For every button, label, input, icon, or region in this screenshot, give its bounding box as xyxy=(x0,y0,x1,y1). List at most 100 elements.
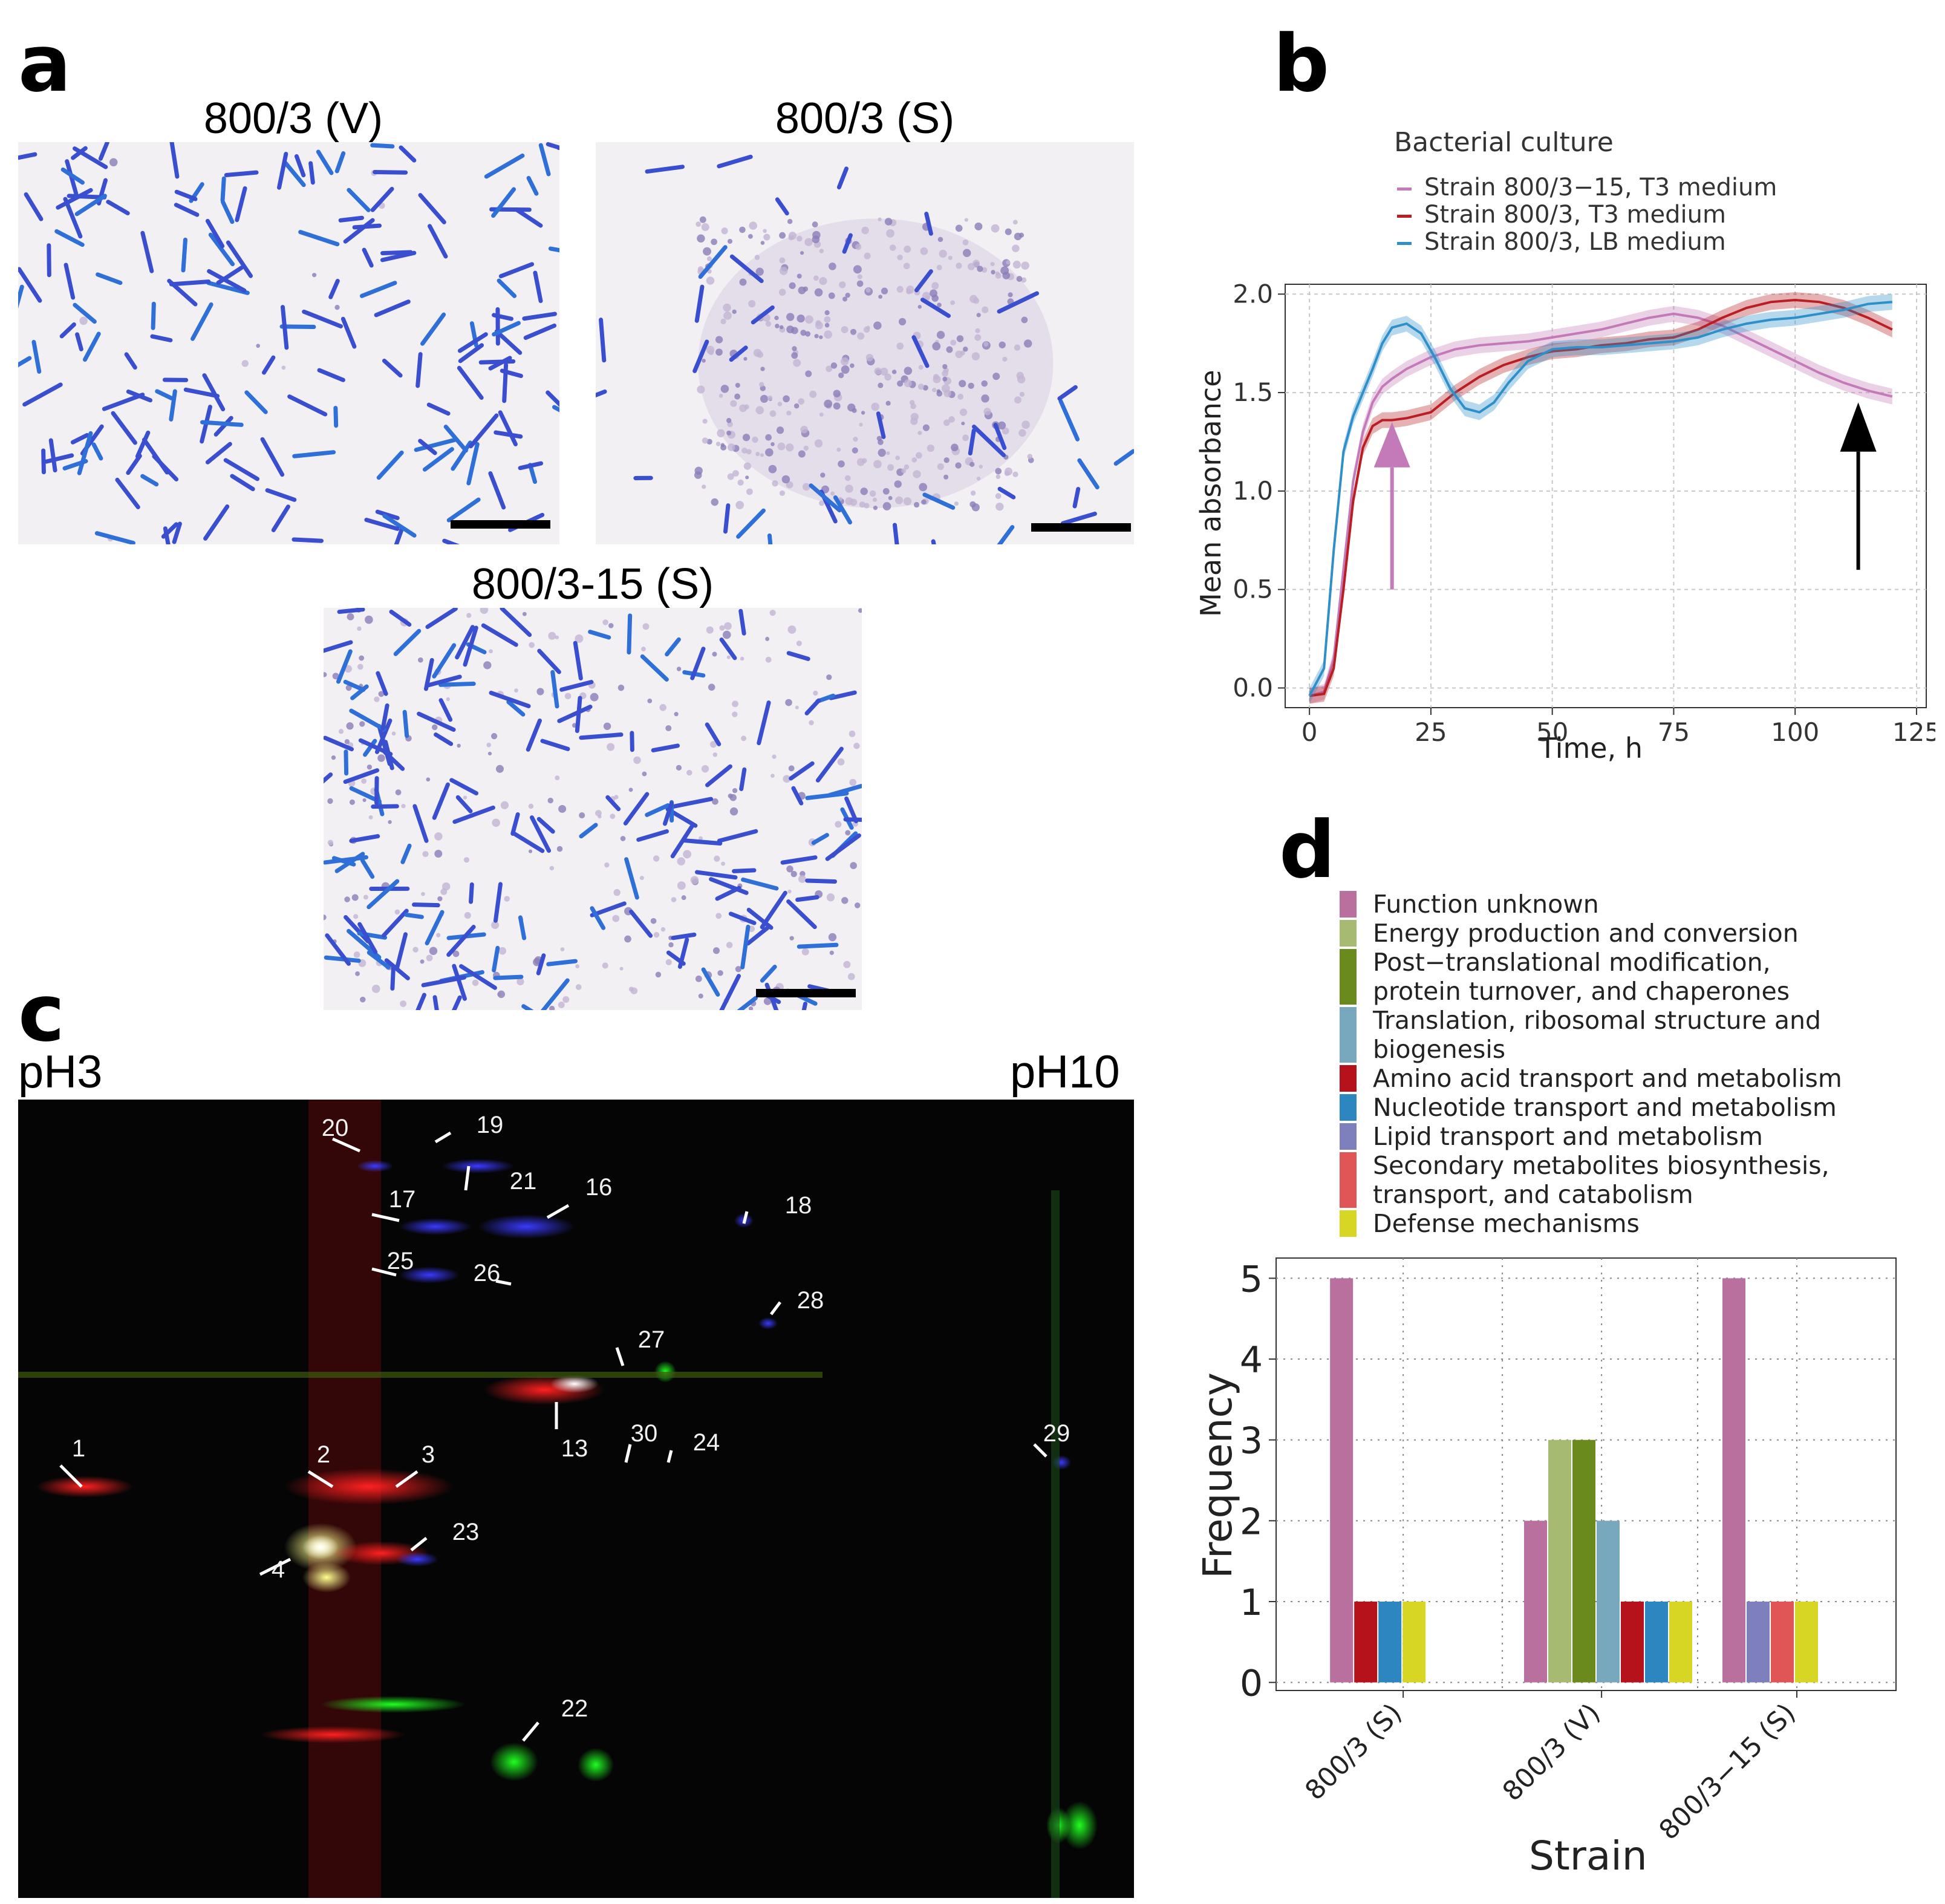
legend-swatch-2 xyxy=(1397,242,1412,245)
debris-dot xyxy=(1002,356,1008,362)
panel-c-letter: c xyxy=(18,967,65,1059)
debris-dot xyxy=(916,452,922,459)
debris-dot xyxy=(743,357,748,361)
debris-dot xyxy=(740,656,744,661)
debris-dot xyxy=(943,474,949,480)
debris-dot xyxy=(697,385,705,394)
debris-dot xyxy=(894,480,902,488)
debris-dot xyxy=(548,631,556,640)
bar-0-8 xyxy=(1403,1601,1426,1683)
bacterial-rod xyxy=(590,901,627,918)
debris-dot xyxy=(575,634,584,643)
debris-dot xyxy=(850,862,857,869)
debris-dot xyxy=(969,461,975,467)
debris-dot xyxy=(895,496,904,504)
bacterial-rod xyxy=(96,272,123,285)
bacterial-rod xyxy=(498,262,535,279)
debris-dot xyxy=(904,379,912,388)
bacterial-rod xyxy=(760,965,777,983)
y-tick-label: 1.5 xyxy=(1233,377,1273,407)
bacterial-rod xyxy=(287,394,328,417)
debris-dot xyxy=(957,394,964,400)
debris-dot xyxy=(970,491,976,496)
debris-dot xyxy=(777,442,786,451)
debris-dot xyxy=(690,876,699,884)
spot-arrow-3 xyxy=(395,1470,419,1488)
legend-label-2: Strain 800/3, LB medium xyxy=(1424,228,1726,256)
bacterial-rod xyxy=(73,302,97,324)
bar-1-0 xyxy=(1524,1521,1547,1683)
bacterial-rod xyxy=(395,932,408,970)
bacterial-rod xyxy=(352,223,382,230)
panel-b-letter: b xyxy=(1273,18,1330,109)
bacterial-rod xyxy=(971,425,1006,457)
bacterial-rod xyxy=(629,909,653,938)
debris-dot xyxy=(942,364,948,370)
debris-dot xyxy=(981,380,988,387)
debris-dot xyxy=(528,849,533,853)
debris-dot xyxy=(723,303,731,312)
debris-dot xyxy=(874,367,882,375)
debris-dot xyxy=(843,960,851,968)
debris-dot xyxy=(1018,232,1025,238)
bacterial-rod xyxy=(494,329,523,355)
bacterial-rod xyxy=(705,764,732,787)
debris-dot xyxy=(642,771,647,777)
debris-dot xyxy=(349,799,355,805)
bacterial-rod xyxy=(493,882,503,923)
legend-swatch-0 xyxy=(1397,187,1412,191)
debris-dot xyxy=(981,394,989,403)
debris-dot xyxy=(990,262,995,267)
debris-dot xyxy=(359,721,365,727)
debris-dot xyxy=(837,758,845,766)
bacterial-rod xyxy=(717,154,753,169)
debris-dot xyxy=(968,382,974,389)
bacterial-rod xyxy=(682,838,723,846)
debris-dot xyxy=(788,765,795,772)
debris-dot xyxy=(614,795,619,800)
debris-dot xyxy=(786,313,795,321)
bacterial-rod xyxy=(452,963,467,1001)
spot-label-20: 20 xyxy=(322,1115,349,1141)
bacterial-rod xyxy=(518,915,527,941)
debris-dot xyxy=(898,318,907,325)
debris-dot xyxy=(718,393,723,398)
bacterial-rod xyxy=(809,483,842,513)
bacterial-rod xyxy=(695,870,738,880)
debris-dot xyxy=(595,810,602,817)
debris-dot xyxy=(872,497,877,502)
ph-right-label: pH10 xyxy=(1010,1046,1120,1098)
debris-dot xyxy=(491,921,500,929)
debris-dot xyxy=(845,292,850,298)
bacterial-rod xyxy=(31,339,42,374)
debris-dot xyxy=(463,795,468,800)
debris-dot xyxy=(779,257,786,264)
bacterial-rod xyxy=(559,680,594,692)
bacterial-rod xyxy=(102,393,145,411)
bacterial-rod xyxy=(205,442,232,465)
debris-dot xyxy=(828,292,835,299)
debris-dot xyxy=(732,787,738,794)
debris-dot xyxy=(759,382,764,388)
debris-dot xyxy=(434,850,443,858)
bacterial-rod xyxy=(425,674,462,688)
debris-dot xyxy=(420,959,425,964)
bacterial-rod xyxy=(493,974,524,980)
bacterial-rod xyxy=(827,784,862,797)
debris-dot xyxy=(861,226,869,235)
bacterial-rod xyxy=(277,152,288,190)
legend-label-7: Secondary metabolites biosynthesis, trans… xyxy=(1373,1151,1829,1209)
bacterial-rod xyxy=(729,345,748,362)
bacterial-rod xyxy=(292,537,324,543)
bacterial-rod xyxy=(432,995,439,1010)
bacterial-rod xyxy=(140,230,154,273)
debris-dot xyxy=(917,431,922,435)
bacterial-rod xyxy=(738,608,746,636)
debris-dot xyxy=(109,158,118,167)
bacterial-rod xyxy=(931,539,936,544)
debris-dot xyxy=(901,468,907,474)
debris-dot xyxy=(429,947,438,955)
debris-dot xyxy=(882,487,890,495)
debris-dot xyxy=(760,241,765,245)
debris-dot xyxy=(671,897,677,902)
